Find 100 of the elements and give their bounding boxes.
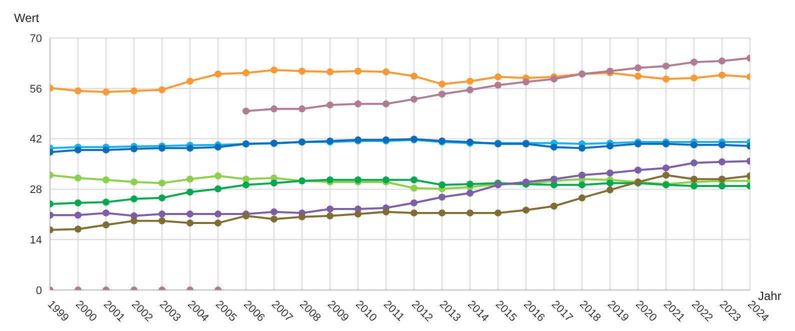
point (606, 142, 614, 150)
point (466, 78, 474, 85)
point (522, 178, 530, 186)
point (354, 68, 362, 75)
point (494, 82, 502, 89)
point (326, 176, 334, 184)
point (158, 194, 166, 202)
point (102, 198, 110, 206)
point (214, 172, 222, 180)
point (74, 226, 82, 233)
point (214, 144, 222, 151)
point (326, 206, 334, 212)
point (130, 145, 138, 152)
point (410, 209, 418, 216)
x-axis-title: Jahr (758, 289, 782, 303)
point (606, 180, 614, 187)
point (326, 68, 334, 76)
point (550, 202, 558, 210)
point (382, 100, 390, 108)
point (74, 212, 82, 219)
point (690, 141, 698, 148)
point (186, 220, 194, 227)
point (718, 158, 726, 166)
point (354, 176, 362, 184)
y-tick-label: 14 (30, 234, 42, 247)
point (158, 180, 166, 187)
point (410, 184, 418, 192)
point (578, 172, 586, 179)
point (382, 208, 390, 216)
point (130, 195, 138, 202)
point (130, 217, 138, 224)
point (466, 86, 474, 94)
point (354, 210, 362, 218)
point (578, 144, 586, 152)
point (270, 208, 278, 216)
point (158, 217, 166, 224)
point (662, 76, 670, 83)
point (298, 213, 306, 220)
point (578, 181, 586, 188)
point (606, 170, 614, 176)
point (690, 176, 698, 183)
point (690, 182, 698, 190)
point (102, 176, 110, 184)
point (242, 176, 250, 183)
point (438, 194, 446, 201)
point (466, 209, 474, 216)
point (186, 188, 194, 196)
point (158, 144, 166, 152)
point (242, 181, 250, 188)
point (130, 87, 138, 94)
point (438, 181, 446, 188)
point (550, 144, 558, 151)
point (466, 190, 474, 197)
point (662, 164, 670, 172)
point (326, 212, 334, 220)
y-tick-label: 42 (30, 134, 42, 146)
point (410, 72, 418, 80)
point (662, 62, 670, 70)
point (298, 105, 306, 112)
point (382, 68, 390, 76)
point (718, 141, 726, 148)
point (718, 72, 726, 79)
point (74, 174, 82, 182)
point (326, 101, 334, 108)
point (102, 209, 110, 216)
point (410, 96, 418, 103)
point (102, 88, 110, 96)
y-tick-label: 0 (36, 284, 42, 297)
point (74, 146, 82, 154)
point (634, 64, 642, 72)
point (690, 58, 698, 66)
point (494, 209, 502, 216)
point (102, 221, 110, 228)
point (242, 108, 250, 115)
point (270, 180, 278, 187)
y-tick-label: 28 (30, 184, 42, 196)
point (690, 74, 698, 82)
y-axis-title: Wert (14, 11, 40, 25)
point (214, 70, 222, 78)
point (550, 181, 558, 188)
point (270, 105, 278, 112)
point (186, 78, 194, 85)
point (578, 194, 586, 202)
point (158, 210, 166, 218)
point (662, 172, 670, 179)
point (438, 209, 446, 216)
point (214, 185, 222, 192)
point (186, 144, 194, 152)
point (466, 180, 474, 188)
y-tick-label: 56 (30, 83, 42, 96)
point (410, 199, 418, 206)
point (634, 166, 642, 174)
point (270, 66, 278, 74)
point (634, 72, 642, 80)
point (130, 178, 138, 186)
point (186, 210, 194, 218)
point (298, 68, 306, 75)
point (74, 87, 82, 94)
point (214, 210, 222, 218)
point (718, 182, 726, 190)
